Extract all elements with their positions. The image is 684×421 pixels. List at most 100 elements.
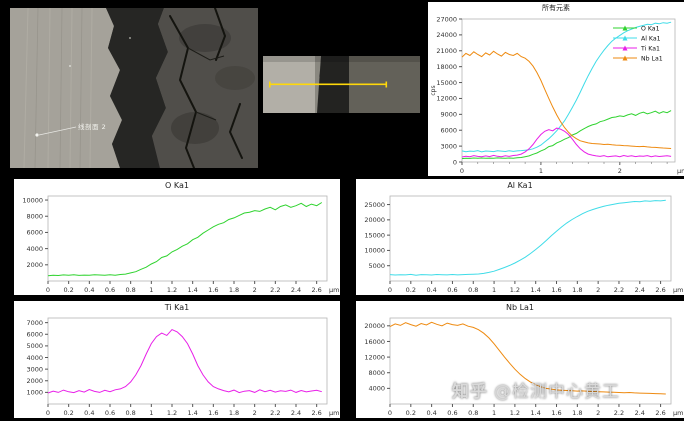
svg-text:2.2: 2.2 xyxy=(614,409,624,417)
svg-text:1: 1 xyxy=(149,286,153,294)
svg-text:0.8: 0.8 xyxy=(125,286,135,294)
chart-all-elements-plot: 0 3000 6000 9000 12000 15000 18000 21000 24000 27… xyxy=(430,15,684,175)
sem-image-inset xyxy=(263,56,420,113)
svg-text:7000: 7000 xyxy=(26,319,43,327)
sem-inset-graphic xyxy=(263,56,420,113)
svg-text:μm: μm xyxy=(673,409,683,417)
svg-text:25000: 25000 xyxy=(364,201,385,209)
svg-text:Nb La1: Nb La1 xyxy=(641,55,663,62)
svg-text:0.6: 0.6 xyxy=(447,286,457,294)
svg-text:20000: 20000 xyxy=(364,216,385,224)
svg-text:1.2: 1.2 xyxy=(167,409,177,417)
sem-image-main: 线剖面 2 xyxy=(10,8,258,168)
svg-text:4000: 4000 xyxy=(368,385,385,393)
svg-text:0.6: 0.6 xyxy=(105,286,115,294)
svg-text:0.4: 0.4 xyxy=(84,286,94,294)
svg-text:0: 0 xyxy=(46,286,50,294)
chart-nb-la1: Nb La1 4000 8000 12000 16000 20000 0 0.2 0.4 0.6… xyxy=(356,301,684,418)
svg-text:1.8: 1.8 xyxy=(229,409,239,417)
line-scan-marker xyxy=(269,81,388,88)
svg-text:6000: 6000 xyxy=(26,331,43,339)
svg-text:0.4: 0.4 xyxy=(426,286,436,294)
svg-text:Al Ka1: Al Ka1 xyxy=(641,35,661,42)
svg-text:μm: μm xyxy=(673,286,683,294)
svg-text:1: 1 xyxy=(492,286,496,294)
svg-text:2000: 2000 xyxy=(26,377,43,385)
svg-text:6000: 6000 xyxy=(440,127,457,135)
svg-text:1.2: 1.2 xyxy=(167,286,177,294)
svg-text:5000: 5000 xyxy=(26,342,43,350)
svg-text:Ti Ka1: Ti Ka1 xyxy=(640,45,660,52)
svg-text:1: 1 xyxy=(539,167,543,175)
chart-ti-ka1: Ti Ka1 1000 2000 3000 4000 5000 6000 7000 0 0.2 0… xyxy=(14,301,340,418)
svg-text:0.4: 0.4 xyxy=(426,409,436,417)
svg-text:0.4: 0.4 xyxy=(84,409,94,417)
svg-text:0.8: 0.8 xyxy=(468,409,478,417)
svg-text:2.4: 2.4 xyxy=(635,286,645,294)
svg-text:2: 2 xyxy=(618,167,622,175)
svg-text:24000: 24000 xyxy=(436,31,457,39)
chart-nb-la1-plot: 4000 8000 12000 16000 20000 0 0.2 0.4 0.6 0.8 1 1.2… xyxy=(364,317,683,417)
chart-ti-ka1-title: Ti Ka1 xyxy=(164,303,190,312)
chart-all-elements-title: 所有元素 xyxy=(542,4,570,12)
svg-text:2: 2 xyxy=(596,409,600,417)
svg-text:8000: 8000 xyxy=(26,213,43,221)
svg-text:0: 0 xyxy=(388,286,392,294)
svg-text:0: 0 xyxy=(453,158,457,166)
svg-text:2.6: 2.6 xyxy=(311,286,321,294)
chart-ti-ka1-plot: 1000 2000 3000 4000 5000 6000 7000 0 0.2 0.4 0.6 0.… xyxy=(26,317,339,417)
svg-text:0.2: 0.2 xyxy=(406,409,416,417)
svg-text:0: 0 xyxy=(460,167,464,175)
svg-text:4000: 4000 xyxy=(26,354,43,362)
svg-text:1.8: 1.8 xyxy=(572,409,582,417)
svg-text:μm: μm xyxy=(329,286,339,294)
watermark-brand: 知乎 xyxy=(452,382,488,402)
svg-text:μm: μm xyxy=(677,167,684,175)
svg-text:1.8: 1.8 xyxy=(229,286,239,294)
svg-text:27000: 27000 xyxy=(436,15,457,23)
svg-text:2.4: 2.4 xyxy=(635,409,645,417)
svg-text:1.8: 1.8 xyxy=(572,286,582,294)
chart-al-ka1-plot: 5000 10000 15000 20000 25000 0 0.2 0.4 0.6 0.8 1 1.… xyxy=(364,195,683,294)
svg-text:0.6: 0.6 xyxy=(105,409,115,417)
svg-text:10000: 10000 xyxy=(22,196,43,204)
svg-text:12000: 12000 xyxy=(364,353,385,361)
chart-nb-la1-title: Nb La1 xyxy=(505,303,535,312)
svg-text:18000: 18000 xyxy=(436,63,457,71)
svg-text:2.6: 2.6 xyxy=(655,409,665,417)
svg-text:9000: 9000 xyxy=(440,111,457,119)
svg-text:0: 0 xyxy=(46,409,50,417)
svg-text:2: 2 xyxy=(596,286,600,294)
svg-text:1.4: 1.4 xyxy=(531,286,541,294)
svg-text:1: 1 xyxy=(492,409,496,417)
svg-text:0.2: 0.2 xyxy=(406,286,416,294)
svg-text:1.4: 1.4 xyxy=(187,286,197,294)
svg-text:0.6: 0.6 xyxy=(447,409,457,417)
svg-text:5000: 5000 xyxy=(368,262,385,270)
watermark-handle: @检测中心黄工 xyxy=(494,382,620,402)
svg-text:0.8: 0.8 xyxy=(125,409,135,417)
chart-all-elements: 所有元素 0 3000 6000 9000 12000 15000 18000 21000 24… xyxy=(428,2,684,176)
svg-text:1.4: 1.4 xyxy=(531,409,541,417)
svg-text:1.6: 1.6 xyxy=(551,409,561,417)
svg-text:2.2: 2.2 xyxy=(270,409,280,417)
svg-text:2: 2 xyxy=(253,286,257,294)
svg-text:16000: 16000 xyxy=(364,338,385,346)
svg-text:0: 0 xyxy=(388,409,392,417)
chart-o-ka1-plot: 2000 4000 6000 8000 10000 0 0.2 0.4 0.6 0.8 1 1.2 1.… xyxy=(22,195,339,294)
svg-text:0.2: 0.2 xyxy=(63,409,73,417)
svg-text:2000: 2000 xyxy=(26,261,43,269)
chart-o-ka1-title: O Ka1 xyxy=(165,181,189,190)
svg-text:2.2: 2.2 xyxy=(614,286,624,294)
svg-text:3000: 3000 xyxy=(26,365,43,373)
svg-text:15000: 15000 xyxy=(364,231,385,239)
svg-text:4000: 4000 xyxy=(26,245,43,253)
chart-al-ka1: Al Ka1 5000 10000 15000 20000 25000 0 0.2 0.4 0.… xyxy=(356,179,684,295)
svg-text:1000: 1000 xyxy=(26,389,43,397)
svg-text:3000: 3000 xyxy=(440,142,457,150)
svg-text:21000: 21000 xyxy=(436,47,457,55)
linescan-annotation-label: 线剖面 2 xyxy=(78,123,107,131)
svg-text:2.6: 2.6 xyxy=(655,286,665,294)
svg-text:12000: 12000 xyxy=(436,95,457,103)
